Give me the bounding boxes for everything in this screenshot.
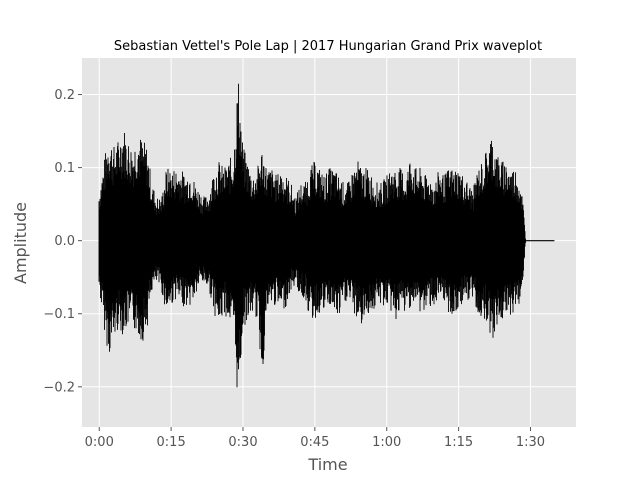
- y-axis: −0.2 −0.1 0.0 0.1 0.2: [43, 88, 82, 395]
- x-axis-label: Time: [307, 455, 347, 474]
- y-tick-label: 0.2: [54, 88, 75, 103]
- y-tick-label: 0.1: [54, 161, 75, 176]
- y-tick-label: −0.1: [43, 307, 75, 322]
- x-tick-label: 1:30: [516, 435, 545, 450]
- y-tick-label: 0.0: [54, 234, 75, 249]
- x-tick-label: 1:00: [372, 435, 401, 450]
- x-tick-label: 1:15: [444, 435, 473, 450]
- y-tick-label: −0.2: [43, 380, 75, 395]
- x-tick-label: 0:30: [228, 435, 257, 450]
- x-tick-label: 0:15: [157, 435, 186, 450]
- x-tick-label: 0:45: [300, 435, 329, 450]
- chart-title: Sebastian Vettel's Pole Lap | 2017 Hunga…: [114, 39, 542, 54]
- x-axis: 0:00 0:15 0:30 0:45 1:00 1:15 1:30: [85, 427, 545, 450]
- waveform-trace: [98, 83, 526, 388]
- x-tick-label: 0:00: [85, 435, 114, 450]
- waveform: [98, 83, 555, 388]
- y-axis-label: Amplitude: [11, 202, 30, 284]
